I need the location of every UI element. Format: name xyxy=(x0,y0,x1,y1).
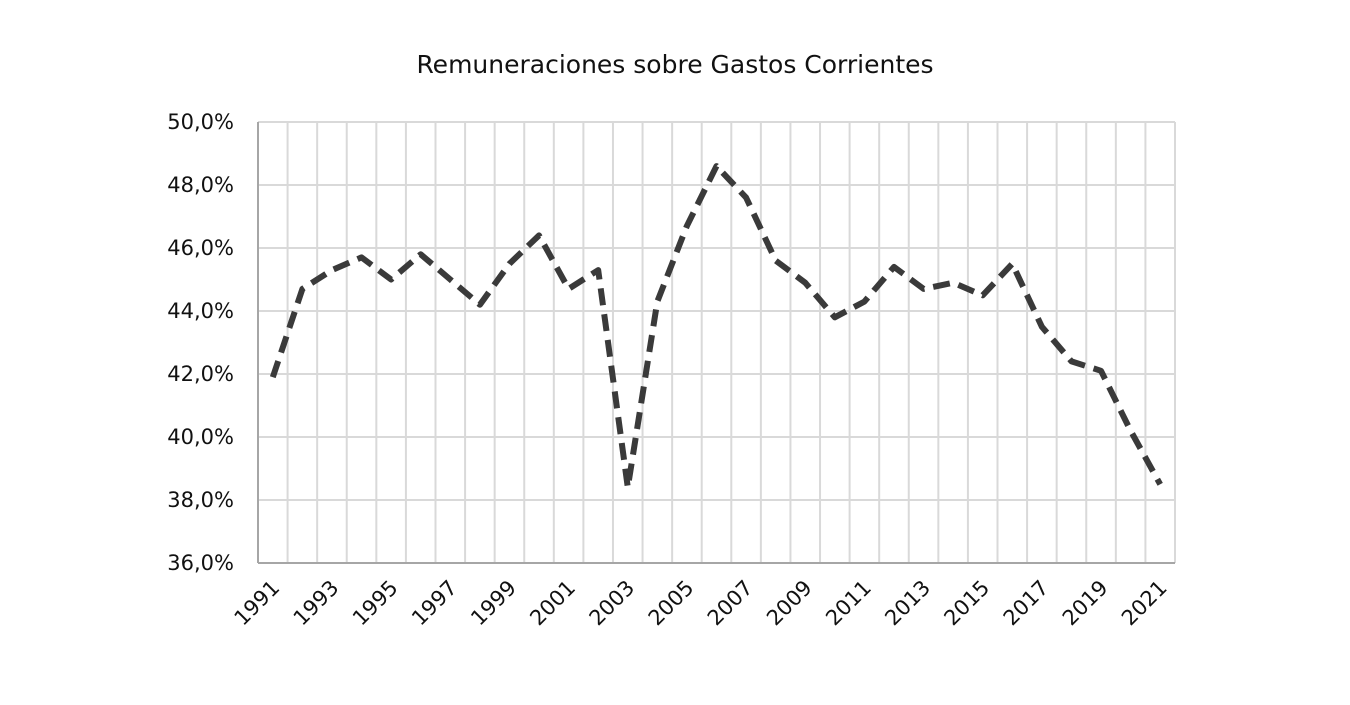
x-tick-label: 1999 xyxy=(466,576,521,631)
axes xyxy=(257,122,1175,564)
y-tick-labels: 36,0% 38,0% 40,0% 42,0% 44,0% 46,0% 48,0% 50,0% xyxy=(167,110,234,575)
y-tick-label: 36,0% xyxy=(167,551,234,575)
x-tick-label: 1991 xyxy=(230,576,285,631)
gridlines xyxy=(258,121,1176,563)
y-tick-label: 40,0% xyxy=(167,425,234,449)
x-tick-label: 2009 xyxy=(762,576,817,631)
x-tick-label: 2017 xyxy=(999,576,1054,631)
x-tick-labels: 1991 1993 1995 1997 1999 2001 2003 2005 2007 2009… xyxy=(230,576,1172,631)
x-tick-label: 2013 xyxy=(880,576,935,631)
x-tick-label: 2015 xyxy=(939,576,994,631)
x-tick-label: 2021 xyxy=(1117,576,1172,631)
x-tick-label: 2007 xyxy=(703,576,758,631)
chart-title: Remuneraciones sobre Gastos Corrientes xyxy=(416,50,934,79)
x-tick-label: 1997 xyxy=(407,576,462,631)
y-tick-label: 48,0% xyxy=(167,173,234,197)
x-tick-label: 1993 xyxy=(289,576,344,631)
x-tick-label: 2005 xyxy=(644,576,699,631)
x-tick-label: 2003 xyxy=(585,576,640,631)
x-tick-label: 2011 xyxy=(821,576,876,631)
x-tick-label: 2001 xyxy=(525,576,580,631)
y-tick-label: 38,0% xyxy=(167,488,234,512)
series-layer xyxy=(269,163,1163,491)
x-tick-label: 2019 xyxy=(1058,576,1113,631)
y-tick-label: 50,0% xyxy=(167,110,234,134)
x-tick-label: 1995 xyxy=(348,576,403,631)
y-tick-label: 42,0% xyxy=(167,362,234,386)
y-tick-label: 46,0% xyxy=(167,236,234,260)
y-tick-label: 44,0% xyxy=(167,299,234,323)
series-line xyxy=(269,163,1163,491)
